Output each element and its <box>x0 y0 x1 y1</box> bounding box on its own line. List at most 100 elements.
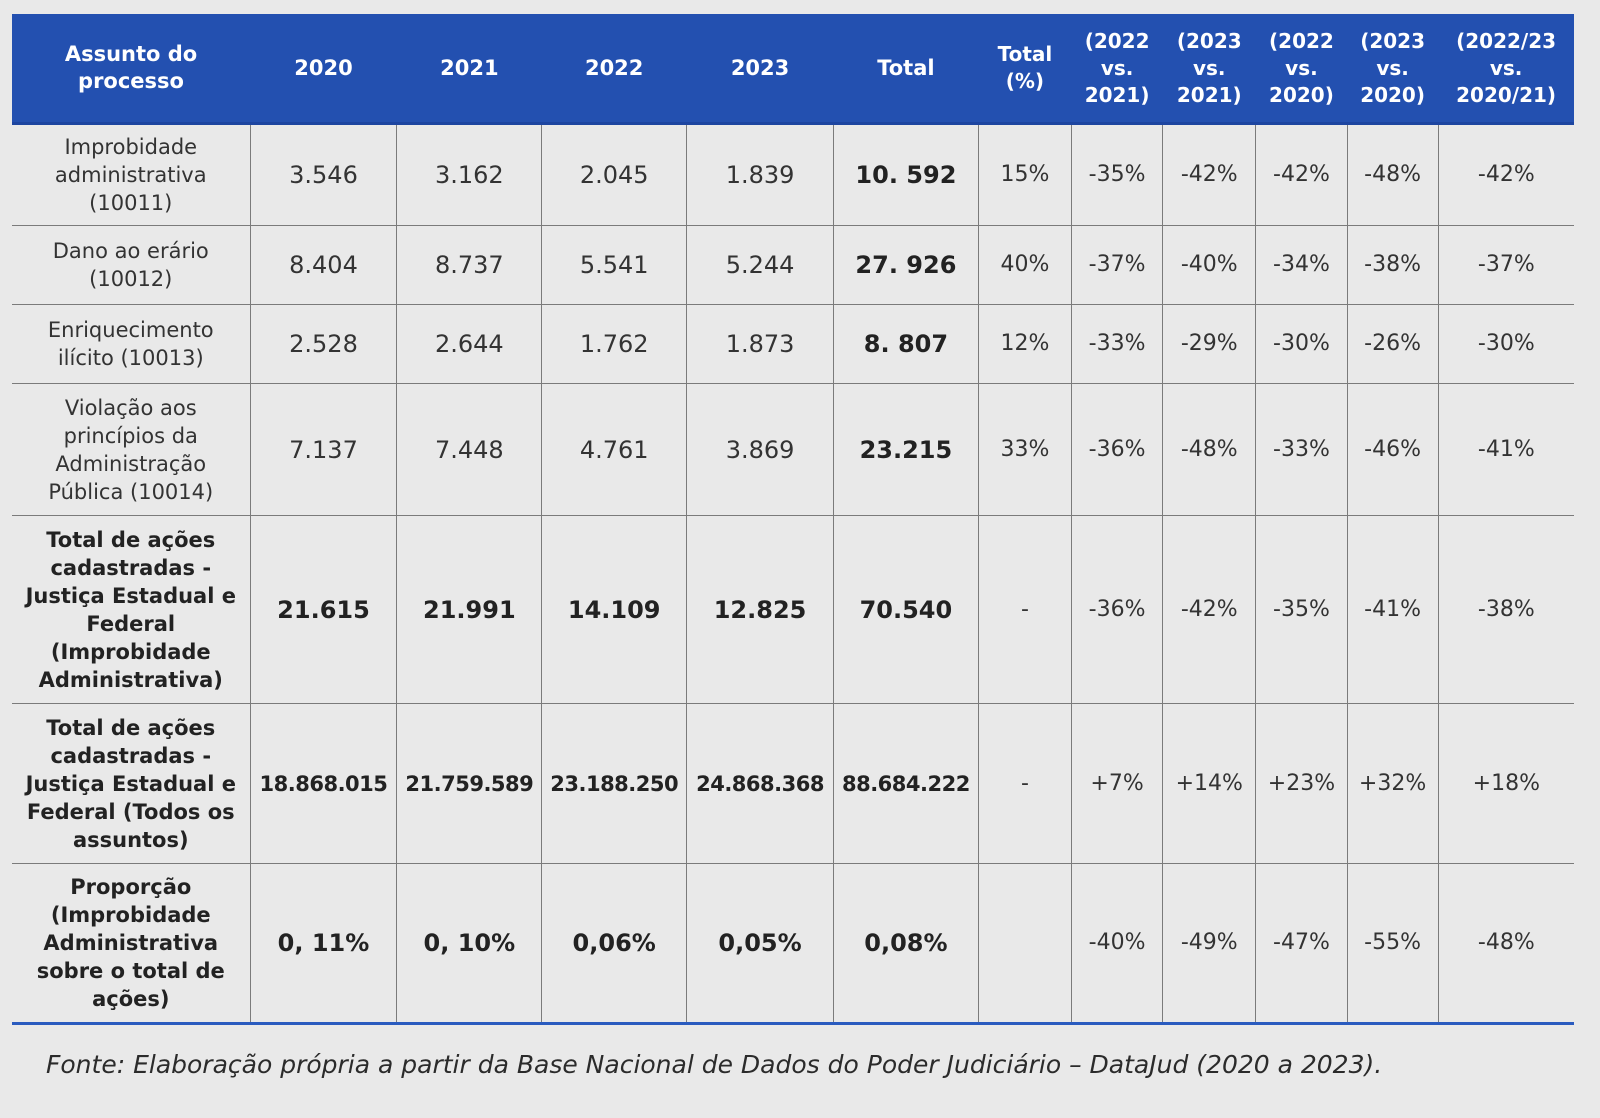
header-2020: 2020 <box>250 14 397 125</box>
cell-total-pct: - <box>978 703 1073 864</box>
cell-2023: 5.244 <box>686 225 834 305</box>
row-label: Enriquecimento ilícito (10013) <box>12 304 251 384</box>
row-label: Violação aos princípios da Administração… <box>12 383 251 516</box>
cell-2023: 12.825 <box>686 515 834 704</box>
cell-2023-vs-2021: -49% <box>1162 863 1257 1025</box>
header-row: Assunto do processo 2020 2021 2022 2023 … <box>12 14 1574 125</box>
cell-2023-vs-2020: -55% <box>1347 863 1439 1025</box>
header-2023-vs-2020: (2023 vs. 2020) <box>1347 14 1439 125</box>
cell-2022: 0,06% <box>541 863 688 1025</box>
cell-2023-vs-2021: -40% <box>1162 225 1257 305</box>
cell-2023-vs-2020: -38% <box>1347 225 1439 305</box>
table-row: Dano ao erário (10012) 8.404 8.737 5.541… <box>12 225 1574 305</box>
header-total-pct: Total (%) <box>978 14 1072 125</box>
cell-2023-vs-2021: +14% <box>1162 703 1257 864</box>
header-2022: 2022 <box>541 14 687 125</box>
cell-2021: 2.644 <box>396 304 543 384</box>
cell-2022-23-vs-2020-21: -38% <box>1438 515 1574 704</box>
cell-total-pct <box>978 863 1073 1025</box>
table-row: Enriquecimento ilícito (10013) 2.528 2.6… <box>12 304 1574 384</box>
cell-2023-vs-2020: -48% <box>1347 123 1439 226</box>
cell-2023: 1.839 <box>686 123 834 226</box>
cell-2022-vs-2021: -35% <box>1071 123 1164 226</box>
cell-total: 10. 592 <box>833 123 979 226</box>
row-label: Proporção (Improbidade Administrativa so… <box>12 863 251 1025</box>
header-total: Total <box>833 14 979 125</box>
header-2022-vs-2021: (2022 vs. 2021) <box>1071 14 1163 125</box>
table-row: Improbidade administrativa (10011) 3.546… <box>12 123 1574 226</box>
table-header: Assunto do processo 2020 2021 2022 2023 … <box>12 14 1574 125</box>
table-row: Total de ações cadastradas - Justiça Est… <box>12 703 1574 864</box>
cell-2022-23-vs-2020-21: -48% <box>1438 863 1574 1025</box>
cell-2021: 8.737 <box>396 225 543 305</box>
cell-total: 88.684.222 <box>833 703 979 864</box>
row-label: Total de ações cadastradas - Justiça Est… <box>12 703 251 864</box>
cell-2022-vs-2020: -34% <box>1255 225 1348 305</box>
cell-2022-vs-2021: -37% <box>1071 225 1164 305</box>
cell-total-pct: 33% <box>978 383 1073 516</box>
source-note: Fonte: Elaboração própria a partir da Ba… <box>46 1050 1383 1079</box>
cell-2023-vs-2021: -42% <box>1162 515 1257 704</box>
cell-2020: 0, 11% <box>250 863 398 1025</box>
cell-2023-vs-2021: -48% <box>1162 383 1257 516</box>
cell-2023-vs-2020: -41% <box>1347 515 1439 704</box>
table-body: Improbidade administrativa (10011) 3.546… <box>12 123 1574 1025</box>
cell-2021: 21.759.589 <box>396 703 543 864</box>
cell-2023: 24.868.368 <box>686 703 834 864</box>
cell-2023: 3.869 <box>686 383 834 516</box>
cell-2021: 3.162 <box>396 123 543 226</box>
header-subject: Assunto do processo <box>12 14 251 125</box>
table-row: Violação aos princípios da Administração… <box>12 383 1574 516</box>
cell-2023-vs-2021: -29% <box>1162 304 1257 384</box>
cell-2020: 18.868.015 <box>250 703 398 864</box>
cell-2022: 14.109 <box>541 515 688 704</box>
cell-2020: 3.546 <box>250 123 398 226</box>
header-2022-23-vs-2020-21: (2022/23 vs. 2020/21) <box>1438 14 1574 125</box>
cell-2022: 1.762 <box>541 304 688 384</box>
cell-total-pct: 12% <box>978 304 1073 384</box>
cell-total-pct: 15% <box>978 123 1073 226</box>
cell-2022-23-vs-2020-21: -41% <box>1438 383 1574 516</box>
cell-2022-23-vs-2020-21: -30% <box>1438 304 1574 384</box>
cell-2023-vs-2020: -46% <box>1347 383 1439 516</box>
cell-total: 70.540 <box>833 515 979 704</box>
cell-2023-vs-2021: -42% <box>1162 123 1257 226</box>
cell-2020: 8.404 <box>250 225 398 305</box>
cell-2022-vs-2020: -47% <box>1255 863 1348 1025</box>
cell-2022: 4.761 <box>541 383 688 516</box>
cell-2022-vs-2020: -30% <box>1255 304 1348 384</box>
cell-2020: 7.137 <box>250 383 398 516</box>
table-row: Proporção (Improbidade Administrativa so… <box>12 863 1574 1025</box>
row-label: Total de ações cadastradas - Justiça Est… <box>12 515 251 704</box>
cell-total: 27. 926 <box>833 225 979 305</box>
cell-2022-vs-2021: +7% <box>1071 703 1164 864</box>
cell-2021: 0, 10% <box>396 863 543 1025</box>
cell-2022: 5.541 <box>541 225 688 305</box>
header-2023: 2023 <box>686 14 834 125</box>
cell-2020: 21.615 <box>250 515 398 704</box>
cell-2021: 21.991 <box>396 515 543 704</box>
cell-total: 23.215 <box>833 383 979 516</box>
cell-2022: 2.045 <box>541 123 688 226</box>
cell-total-pct: - <box>978 515 1073 704</box>
cell-2023-vs-2020: +32% <box>1347 703 1439 864</box>
cell-2023: 0,05% <box>686 863 834 1025</box>
header-2021: 2021 <box>396 14 542 125</box>
table-row: Total de ações cadastradas - Justiça Est… <box>12 515 1574 704</box>
cell-2022-23-vs-2020-21: -42% <box>1438 123 1574 226</box>
cell-2022-vs-2021: -36% <box>1071 515 1164 704</box>
cell-2022-vs-2021: -36% <box>1071 383 1164 516</box>
row-label: Dano ao erário (10012) <box>12 225 251 305</box>
cell-total-pct: 40% <box>978 225 1073 305</box>
cell-2022: 23.188.250 <box>541 703 688 864</box>
cell-2022-23-vs-2020-21: -37% <box>1438 225 1574 305</box>
cell-2022-23-vs-2020-21: +18% <box>1438 703 1574 864</box>
cell-total: 0,08% <box>833 863 979 1025</box>
data-table-container: Assunto do processo 2020 2021 2022 2023 … <box>12 14 1574 1025</box>
data-table: Assunto do processo 2020 2021 2022 2023 … <box>12 14 1574 1025</box>
cell-total: 8. 807 <box>833 304 979 384</box>
cell-2022-vs-2020: -33% <box>1255 383 1348 516</box>
cell-2023-vs-2020: -26% <box>1347 304 1439 384</box>
cell-2022-vs-2021: -33% <box>1071 304 1164 384</box>
cell-2022-vs-2020: -35% <box>1255 515 1348 704</box>
